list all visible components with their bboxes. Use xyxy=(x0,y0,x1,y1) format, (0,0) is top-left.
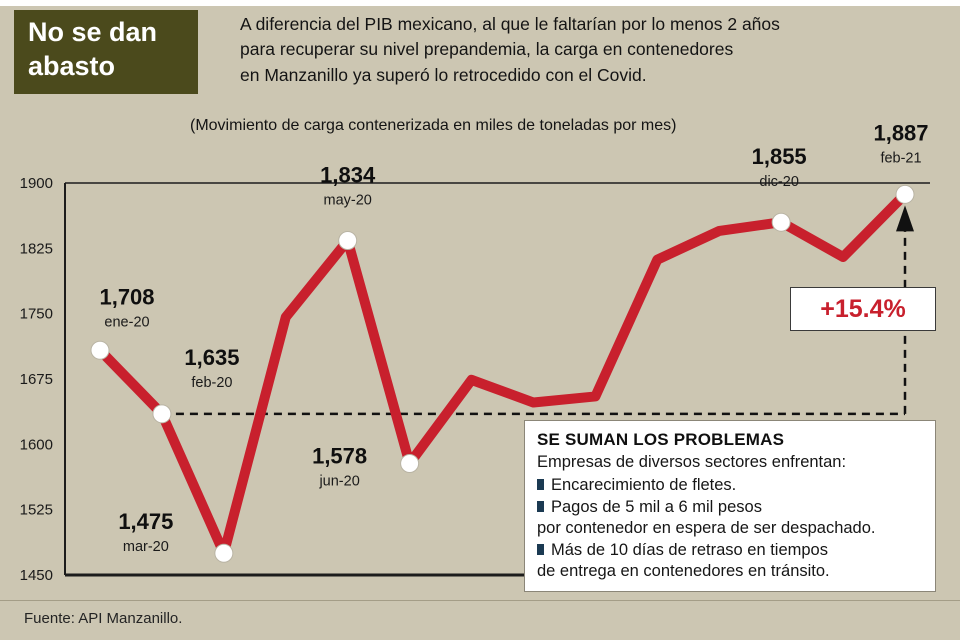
y-tick-label: 1825 xyxy=(20,240,53,257)
point-value-label: 1,578 xyxy=(312,443,367,468)
problem-text: Encarecimiento de fletes. xyxy=(551,476,737,494)
point-value-label: 1,887 xyxy=(873,120,928,145)
y-tick-label: 1900 xyxy=(20,175,53,192)
square-bullet-icon xyxy=(537,501,544,513)
point-value-label: 1,708 xyxy=(99,284,154,309)
point-month-label: ene-20 xyxy=(104,314,149,330)
data-line xyxy=(95,189,910,559)
list-item: Más de 10 días de retraso en tiempos de … xyxy=(537,540,923,581)
intro-text: A diferencia del PIB mexicano, al que le… xyxy=(240,14,780,85)
chart-subtitle: (Movimiento de carga contenerizada en mi… xyxy=(190,117,677,134)
data-point-marker xyxy=(214,543,234,563)
problem-text: Pagos de 5 mil a 6 mil pesos por contene… xyxy=(537,498,876,537)
top-border xyxy=(0,0,960,6)
data-point-marker xyxy=(338,230,358,250)
y-tick-label: 1600 xyxy=(20,436,53,453)
arrow-up-icon xyxy=(896,205,914,232)
point-month-label: may-20 xyxy=(324,192,372,208)
change-annotation-badge: +15.4% xyxy=(790,287,936,331)
problems-title: SE SUMAN LOS PROBLEMAS xyxy=(537,430,785,449)
problems-box: SE SUMAN LOS PROBLEMAS Empresas de diver… xyxy=(524,420,936,593)
y-tick-label: 1450 xyxy=(20,567,53,584)
source-credit: Fuente: API Manzanillo. xyxy=(24,610,183,627)
data-point-marker xyxy=(771,212,791,232)
point-value-label: 1,635 xyxy=(184,345,239,370)
point-month-label: feb-21 xyxy=(880,150,921,166)
point-month-label: jun-20 xyxy=(318,473,359,489)
problems-subtitle: Empresas de diversos sectores enfrentan: xyxy=(537,453,847,471)
point-month-label: dic-20 xyxy=(759,174,799,190)
point-month-label: mar-20 xyxy=(123,539,169,555)
data-point-marker xyxy=(90,340,110,360)
point-month-label: feb-20 xyxy=(191,375,232,391)
data-point-marker xyxy=(400,453,420,473)
point-value-label: 1,834 xyxy=(320,162,376,187)
list-item: Encarecimiento de fletes. xyxy=(537,475,923,495)
data-point-marker xyxy=(152,404,172,424)
list-item: Pagos de 5 mil a 6 mil pesos por contene… xyxy=(537,497,923,538)
point-value-label: 1,855 xyxy=(752,144,807,169)
headline-box: No se dan abasto xyxy=(14,10,198,94)
point-value-label: 1,475 xyxy=(118,509,173,534)
square-bullet-icon xyxy=(537,544,544,556)
y-tick-label: 1750 xyxy=(20,306,53,323)
y-tick-label: 1525 xyxy=(20,502,53,519)
y-tick-label: 1675 xyxy=(20,371,53,388)
problem-text: Más de 10 días de retraso en tiempos de … xyxy=(537,541,830,580)
square-bullet-icon xyxy=(537,479,544,490)
footer-divider xyxy=(0,600,960,601)
data-point-marker xyxy=(895,184,915,204)
